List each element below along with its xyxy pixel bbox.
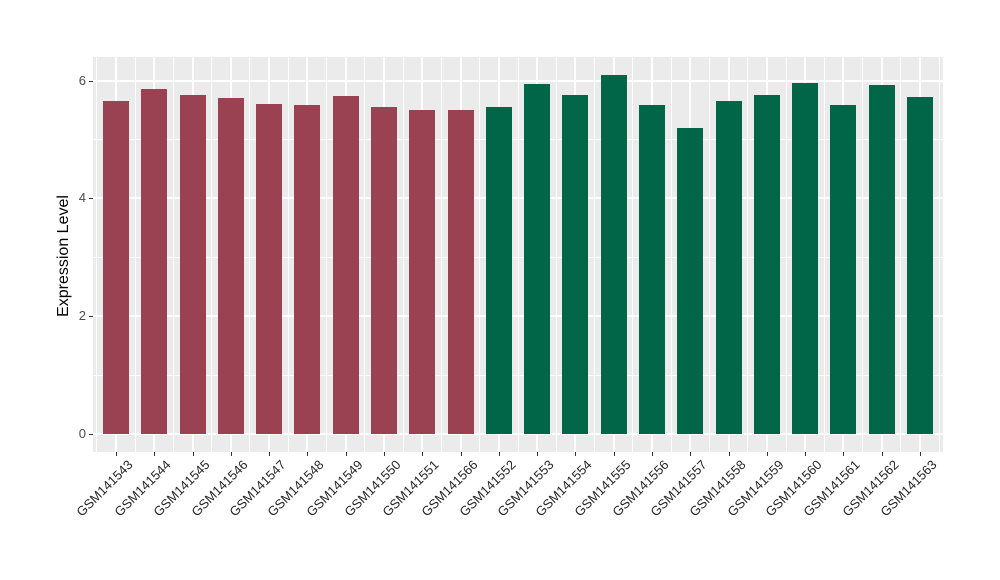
- y-tick-mark: [89, 316, 93, 318]
- x-tick-mark: [652, 452, 653, 456]
- y-tick-mark: [89, 198, 93, 200]
- minor-gridline-v: [96, 57, 98, 452]
- x-tick-mark: [728, 452, 730, 456]
- x-tick-mark: [843, 452, 845, 456]
- x-tick-mark: [115, 452, 117, 456]
- minor-gridline-v: [249, 57, 251, 452]
- x-tick-mark: [269, 452, 271, 456]
- minor-gridline-v: [517, 57, 519, 452]
- minor-gridline-v: [479, 57, 481, 452]
- x-tick-mark: [345, 452, 347, 456]
- minor-gridline-v: [326, 57, 328, 452]
- x-tick-mark: [230, 452, 232, 456]
- bar-GSM141560: [792, 82, 819, 434]
- minor-gridline-v: [670, 57, 672, 452]
- minor-gridline-v: [172, 57, 174, 452]
- bar-GSM141551: [409, 110, 436, 434]
- bar-GSM141559: [753, 95, 780, 434]
- bar-GSM141553: [524, 83, 551, 434]
- bar-GSM141549: [332, 95, 359, 434]
- bar-GSM141556: [639, 105, 665, 434]
- minor-gridline-v: [402, 57, 404, 452]
- y-tick-label: 4: [78, 190, 86, 206]
- minor-gridline-v: [938, 57, 940, 452]
- bar-GSM141558: [715, 101, 742, 434]
- x-tick-mark: [920, 452, 922, 456]
- minor-gridline-v: [134, 57, 136, 452]
- minor-gridline-v: [364, 57, 366, 452]
- x-tick-mark: [690, 452, 692, 456]
- minor-gridline-v: [900, 57, 902, 452]
- x-tick-mark: [422, 452, 424, 456]
- x-tick-mark: [613, 452, 615, 456]
- bar-GSM141563: [907, 96, 934, 434]
- minor-gridline-v: [862, 57, 864, 452]
- bar-GSM141555: [600, 75, 627, 434]
- x-tick-mark: [498, 452, 500, 456]
- bar-GSM141561: [830, 104, 857, 434]
- x-tick-mark: [881, 452, 883, 456]
- y-tick-mark: [89, 80, 93, 82]
- minor-gridline-v: [211, 57, 213, 452]
- bar-GSM141562: [868, 84, 895, 434]
- bar-GSM141544: [141, 89, 168, 434]
- bar-GSM141557: [677, 127, 704, 434]
- minor-gridline-v: [823, 57, 825, 452]
- bar-GSM141546: [217, 97, 244, 434]
- x-tick-mark: [766, 452, 768, 456]
- minor-gridline-v: [594, 57, 596, 452]
- x-tick-mark: [383, 452, 385, 456]
- bar-GSM141554: [562, 95, 589, 434]
- minor-gridline-v: [785, 57, 787, 452]
- bar-GSM141566: [447, 110, 474, 434]
- bar-GSM141545: [179, 95, 206, 434]
- y-tick-label: 0: [78, 426, 86, 441]
- bar-GSM141550: [370, 106, 397, 434]
- bar-GSM141548: [294, 104, 321, 434]
- x-tick-mark: [537, 452, 539, 456]
- x-tick-mark: [575, 452, 577, 456]
- plot-panel: [93, 57, 943, 452]
- minor-gridline-v: [747, 57, 749, 452]
- minor-gridline-v: [440, 57, 442, 452]
- x-tick-mark: [460, 452, 462, 456]
- x-tick-mark: [154, 452, 156, 456]
- x-tick-mark: [307, 452, 309, 456]
- bar-GSM141543: [102, 101, 129, 434]
- bar-GSM141552: [485, 107, 512, 434]
- y-tick-mark: [89, 434, 93, 435]
- minor-gridline-v: [708, 57, 710, 452]
- minor-gridline-v: [632, 57, 634, 452]
- x-tick-mark: [192, 452, 194, 456]
- y-tick-label: 6: [78, 72, 86, 88]
- minor-gridline-v: [555, 57, 557, 452]
- y-tick-label: 2: [78, 308, 86, 324]
- minor-gridline-v: [287, 57, 289, 452]
- bar-GSM141547: [256, 104, 283, 434]
- x-tick-mark: [805, 452, 807, 456]
- y-axis-title: Expression Level: [55, 195, 72, 317]
